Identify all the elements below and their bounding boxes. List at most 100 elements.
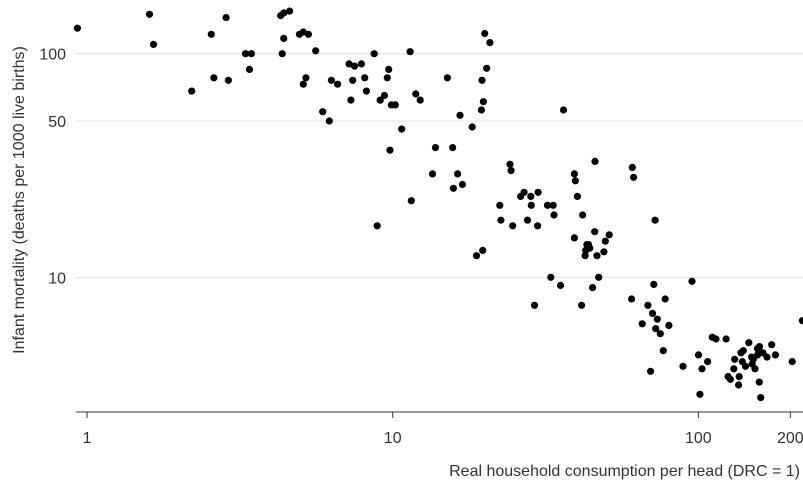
data-point <box>407 197 415 205</box>
data-point <box>241 50 250 58</box>
data-point <box>698 365 706 373</box>
data-point <box>571 177 580 185</box>
data-point <box>638 320 646 328</box>
data-point <box>745 339 753 347</box>
data-point <box>391 101 399 109</box>
data-point <box>207 30 215 38</box>
data-point <box>385 65 393 73</box>
data-point <box>454 170 462 178</box>
data-point <box>383 74 391 82</box>
data-point <box>362 87 370 95</box>
data-point <box>325 117 333 125</box>
data-point <box>550 211 558 219</box>
data-point <box>496 201 504 209</box>
data-point <box>302 74 310 82</box>
gridlines <box>76 53 803 278</box>
data-point <box>739 347 747 355</box>
data-point <box>478 76 486 84</box>
data-point <box>350 62 359 70</box>
data-point <box>210 74 218 82</box>
data-point <box>534 188 542 196</box>
y-tick-label: 10 <box>48 270 66 287</box>
data-point <box>749 355 757 363</box>
data-point <box>741 362 750 370</box>
data-point <box>370 50 378 58</box>
y-axis-ticks: 10 50 100 <box>39 47 66 288</box>
data-point <box>428 170 437 178</box>
data-point <box>688 277 696 285</box>
data-point <box>145 10 154 18</box>
data-point <box>530 301 539 309</box>
data-point <box>73 24 81 32</box>
data-point <box>679 362 687 370</box>
data-point <box>431 144 440 152</box>
data-point <box>647 367 655 375</box>
data-point <box>449 144 457 152</box>
y-axis-title: Infant mortality (deaths per 1000 live b… <box>11 46 28 354</box>
data-point <box>280 34 288 43</box>
data-point <box>376 96 384 104</box>
data-point <box>694 351 703 359</box>
data-point <box>605 231 613 239</box>
data-point <box>665 321 673 329</box>
data-point <box>696 390 704 398</box>
data-point <box>373 222 381 230</box>
data-point <box>507 167 515 175</box>
data-point <box>653 315 661 323</box>
data-point <box>347 96 355 104</box>
data-point <box>755 343 764 351</box>
data-point <box>726 375 735 383</box>
y-tick-label: 100 <box>39 47 66 64</box>
data-point <box>735 381 743 389</box>
data-point <box>527 192 535 200</box>
data-point <box>222 14 230 22</box>
data-point <box>628 163 636 171</box>
data-point <box>458 180 466 189</box>
data-point <box>644 301 652 309</box>
data-point <box>656 330 664 338</box>
x-tick-label: 1 <box>83 430 92 447</box>
data-point <box>570 170 579 178</box>
data-point <box>398 125 406 133</box>
data-point <box>661 295 669 303</box>
data-point <box>245 65 254 73</box>
data-point <box>589 284 597 292</box>
x-tick-label: 200 <box>777 430 803 447</box>
data-point <box>573 192 582 200</box>
data-point <box>345 60 353 68</box>
data-point <box>527 201 535 209</box>
data-point <box>361 74 369 82</box>
data-point <box>523 216 532 224</box>
data-point <box>483 64 491 72</box>
x-tick-label: 10 <box>384 430 402 447</box>
data-point <box>149 40 158 49</box>
data-point <box>595 273 603 281</box>
data-point <box>768 341 776 349</box>
data-point <box>520 188 528 196</box>
data-point <box>416 96 424 104</box>
data-point <box>477 106 485 114</box>
data-point <box>486 39 494 47</box>
data-point <box>319 108 327 116</box>
data-point <box>593 252 601 260</box>
data-point <box>652 325 660 333</box>
data-point <box>763 353 771 361</box>
data-point <box>591 228 599 236</box>
data-point <box>547 273 555 281</box>
data-points <box>73 7 803 402</box>
data-point <box>730 365 738 373</box>
data-point <box>549 201 557 209</box>
data-point <box>659 347 667 355</box>
data-point <box>224 76 232 84</box>
data-point <box>357 60 365 68</box>
data-point <box>449 184 457 192</box>
x-tick-label: 100 <box>685 430 712 447</box>
data-point <box>304 30 312 38</box>
data-point <box>334 80 342 88</box>
data-point <box>472 252 481 260</box>
data-point <box>559 106 568 114</box>
data-point <box>591 157 599 165</box>
data-point <box>386 146 394 154</box>
x-axis-title: Real household consumption per head (DRC… <box>449 463 800 480</box>
